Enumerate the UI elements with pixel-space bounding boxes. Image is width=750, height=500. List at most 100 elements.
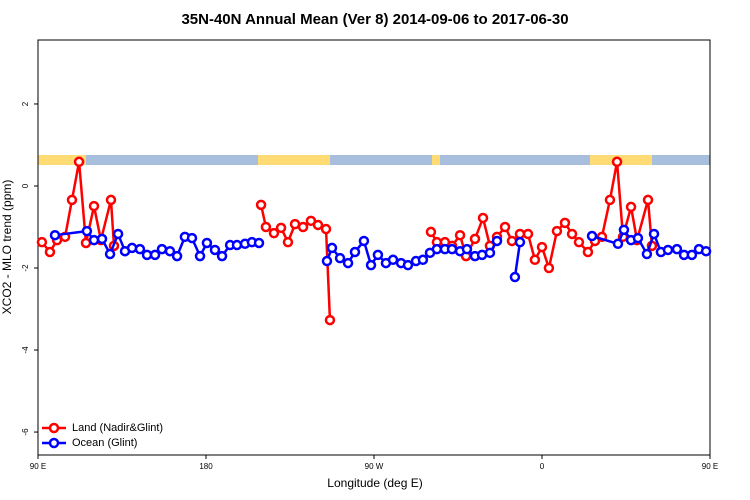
data-point — [342, 257, 354, 269]
data-point — [641, 248, 653, 260]
x-tick-label: 90 E — [30, 462, 46, 471]
data-point — [469, 233, 481, 245]
data-point — [194, 250, 206, 262]
land-strip — [432, 155, 440, 165]
data-point — [201, 237, 213, 249]
data-point — [671, 243, 683, 255]
x-axis-label: Longitude (deg E) — [327, 476, 422, 490]
data-point — [461, 243, 473, 255]
data-point — [36, 236, 48, 248]
data-point — [320, 223, 332, 235]
land-mask-strip — [38, 155, 710, 165]
data-point — [612, 238, 624, 250]
data-point — [499, 221, 511, 233]
data-point — [253, 237, 265, 249]
y-axis-label: XCO2 - MLO trend (ppm) — [0, 180, 14, 315]
data-point — [477, 212, 489, 224]
x-tick-label: 90 E — [702, 462, 718, 471]
data-point — [81, 225, 93, 237]
data-point — [514, 236, 526, 248]
data-point — [149, 249, 161, 261]
land-strip — [258, 155, 330, 165]
data-point — [509, 271, 521, 283]
data-point — [662, 244, 674, 256]
legend-label: Land (Nadir&Glint) — [72, 422, 163, 434]
data-point — [49, 229, 61, 241]
legend: Land (Nadir&Glint) Ocean (Glint) — [42, 422, 163, 449]
data-point — [648, 228, 660, 240]
data-point — [324, 314, 336, 326]
data-point — [358, 235, 370, 247]
legend-marker — [48, 437, 60, 449]
chart-title: 35N-40N Annual Mean (Ver 8) 2014-09-06 t… — [181, 11, 568, 28]
data-point — [506, 235, 518, 247]
data-point — [642, 194, 654, 206]
data-point — [312, 219, 324, 231]
data-point — [522, 228, 534, 240]
data-point — [216, 250, 228, 262]
data-point — [491, 235, 503, 247]
data-point — [326, 242, 338, 254]
data-point — [186, 232, 198, 244]
land-strip — [38, 155, 86, 165]
data-point — [632, 232, 644, 244]
data-point — [446, 243, 458, 255]
data-point — [334, 252, 346, 264]
data-point — [112, 228, 124, 240]
plot-marks — [36, 156, 712, 326]
data-point — [282, 236, 294, 248]
data-point — [551, 225, 563, 237]
data-point — [573, 236, 585, 248]
data-point — [365, 259, 377, 271]
data-point — [559, 217, 571, 229]
data-point — [73, 156, 85, 168]
data-point — [164, 245, 176, 257]
data-point — [484, 247, 496, 259]
data-point — [700, 245, 712, 257]
data-point — [417, 254, 429, 266]
data-point — [88, 200, 100, 212]
data-point — [134, 243, 146, 255]
data-point — [66, 194, 78, 206]
data-point — [372, 249, 384, 261]
data-point — [171, 250, 183, 262]
data-point — [105, 194, 117, 206]
data-point — [604, 194, 616, 206]
data-point — [44, 246, 56, 258]
data-point — [231, 239, 243, 251]
x-tick-label: 180 — [199, 462, 213, 471]
data-point — [586, 230, 598, 242]
data-point — [96, 233, 108, 245]
y-tick-label: 0 — [21, 183, 30, 188]
data-point — [260, 221, 272, 233]
data-point — [349, 246, 361, 258]
x-tick-label: 90 W — [365, 462, 384, 471]
data-point — [255, 199, 267, 211]
y-tick-label: -4 — [21, 346, 30, 354]
data-point — [618, 224, 630, 236]
data-point — [543, 262, 555, 274]
data-point — [268, 227, 280, 239]
data-point — [321, 255, 333, 267]
legend-marker — [48, 422, 60, 434]
data-point — [88, 234, 100, 246]
data-point — [454, 229, 466, 241]
legend-label: Ocean (Glint) — [72, 437, 137, 449]
data-point — [611, 156, 623, 168]
data-point — [275, 222, 287, 234]
data-point — [536, 241, 548, 253]
y-tick-label: 2 — [21, 101, 30, 106]
data-point — [209, 244, 221, 256]
data-point — [582, 246, 594, 258]
data-point — [402, 259, 414, 271]
data-point — [104, 248, 116, 260]
data-point — [529, 254, 541, 266]
data-point — [425, 226, 437, 238]
x-tick-label: 0 — [540, 462, 545, 471]
ocean-strip — [38, 155, 710, 165]
data-point — [686, 249, 698, 261]
data-point — [297, 221, 309, 233]
data-point — [625, 201, 637, 213]
data-point — [156, 243, 168, 255]
